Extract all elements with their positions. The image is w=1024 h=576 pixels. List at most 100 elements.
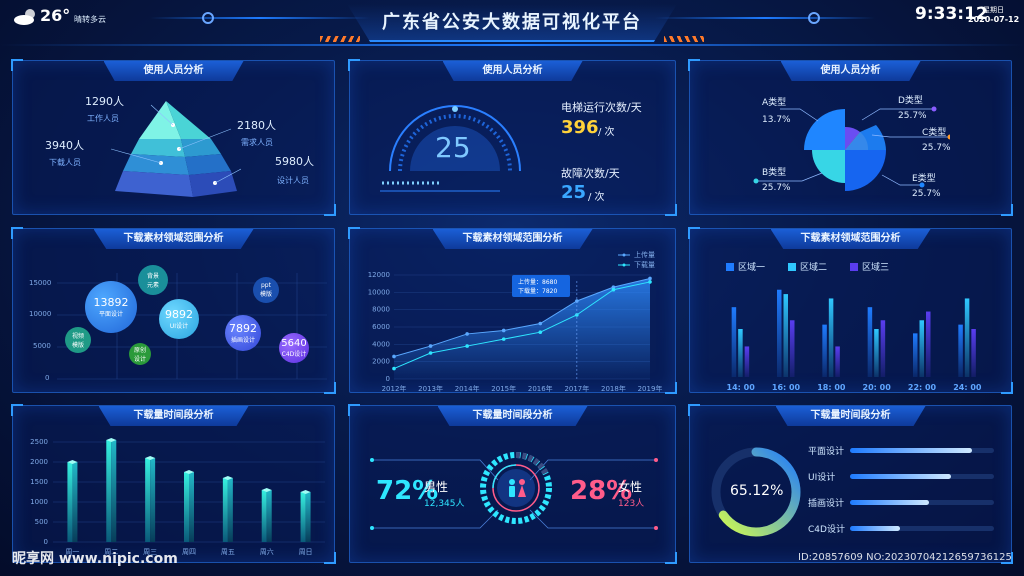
line-point[interactable] — [392, 366, 396, 371]
legend-label: 区域二 — [800, 261, 827, 273]
line-ytick-label: 12000 — [368, 271, 390, 279]
line-point[interactable] — [465, 332, 469, 336]
weekday-bar[interactable] — [300, 492, 306, 542]
pyramid-layer-3-side — [185, 154, 231, 175]
panel-title: 使用人员分析 — [442, 61, 583, 81]
panel-elevator-gauge: 使用人员分析 25 电梯运行次数/天 396 / 次 故障次数/天 25 / 次 — [348, 59, 677, 216]
weekday-ytick-label: 2000 — [30, 458, 48, 466]
weekday-bar[interactable] — [184, 472, 189, 542]
grouped-bar[interactable] — [874, 329, 879, 377]
line-point[interactable] — [501, 328, 506, 333]
grouped-bar[interactable] — [777, 289, 782, 377]
panel-title: 使用人员分析 — [103, 61, 244, 81]
panel-line-chart: 下载素材领域范围分析 0 2000 4000 6000 8000 10000 12000 20… — [348, 227, 677, 394]
pyramid-value-3: 3940人 — [45, 139, 84, 152]
pyramid-layer-1 — [139, 101, 181, 139]
weekday-bar-side — [72, 462, 78, 542]
bubble-background-elements[interactable]: 背景 元素 — [138, 265, 168, 295]
grouped-bar[interactable] — [783, 294, 789, 377]
weekday-bar[interactable] — [145, 458, 151, 542]
weekday-bar[interactable] — [261, 490, 267, 542]
grouped-bar[interactable] — [828, 298, 834, 377]
bubble-ytick: 15000 — [29, 279, 52, 287]
panel-progress: 下载量时间段分析 65.12% 平面设计 UI设计 插画设计 C4D设计 — [688, 404, 1013, 564]
grouped-bar[interactable] — [919, 320, 925, 377]
grouped-bar[interactable] — [958, 324, 963, 377]
pie-label-e: E类型 — [912, 174, 936, 184]
line-point[interactable] — [538, 330, 543, 334]
line-point[interactable] — [611, 287, 616, 292]
female-percent: 28% — [570, 476, 633, 506]
grouped-bar[interactable] — [744, 346, 750, 377]
panel-type-pie: 使用人员分析 A类型 13.7% D类型 25.7% C类型 25.7% B类型… — [688, 59, 1013, 216]
progress-label: C4D设计 — [808, 525, 845, 535]
bubble-ytick: 0 — [45, 374, 50, 382]
line-xtick-label: 2018年 — [601, 384, 626, 393]
header-stripes-left — [320, 36, 360, 42]
grouped-bar[interactable] — [835, 346, 840, 377]
male-count: 12,345人 — [424, 499, 465, 509]
line-point[interactable] — [501, 337, 506, 341]
clock-date: 2020-07-12 — [968, 15, 1020, 24]
legend-label: 上传量 — [634, 250, 655, 259]
bubble-graphic-design[interactable]: 13892 平面设计 — [85, 281, 137, 333]
bubble-video-template[interactable]: 视频 模版 — [65, 327, 91, 353]
weekday-bar-side — [111, 440, 117, 542]
page-title: 广东省公安大数据可视化平台 — [382, 12, 642, 33]
grouped-bar[interactable] — [926, 311, 931, 377]
grouped-bar[interactable] — [913, 333, 918, 377]
bubble-ppt-template[interactable]: ppt 模版 — [253, 277, 279, 303]
tooltip-text: 上传量：8680 — [518, 278, 557, 286]
bubble-ytick: 5000 — [33, 342, 51, 350]
line-point[interactable] — [648, 280, 652, 284]
grouped-bar[interactable] — [822, 324, 827, 377]
grouped-xtick-label: 16: 00 — [772, 383, 801, 392]
line-xtick-label: 2016年 — [528, 384, 553, 393]
pie-pct-a: 13.7% — [762, 115, 791, 125]
legend-marker — [622, 253, 626, 257]
pie-pct-b: 25.7% — [762, 183, 791, 193]
grouped-bar[interactable] — [738, 329, 743, 377]
bubble-illustration[interactable]: 7892 插画设计 — [225, 315, 261, 351]
panel-bubble-chart: 下载素材领域范围分析 15000 10000 5000 0 13892 平面设计… — [11, 227, 336, 394]
weekday-bar-cap — [300, 490, 311, 494]
weekday-bar-side — [189, 472, 194, 542]
line-point[interactable] — [428, 344, 433, 348]
line-ytick-label: 2000 — [372, 358, 390, 366]
line-point[interactable] — [648, 276, 652, 281]
grouped-bar[interactable] — [880, 320, 886, 377]
pyramid-layer-4 — [115, 171, 193, 197]
grouped-bar[interactable] — [867, 307, 873, 377]
header-line-left — [150, 17, 370, 19]
weekday-xtick-label: 周五 — [221, 548, 235, 556]
progress-fill — [850, 474, 951, 479]
bubble-original-design[interactable]: 原创 设计 — [129, 343, 151, 365]
bubble-value: 13892 — [93, 296, 129, 309]
bubble-value: 5640 — [281, 338, 307, 349]
weather-text: 晴转多云 — [74, 15, 106, 24]
weekday-bar[interactable] — [67, 462, 73, 542]
grouped-bar[interactable] — [971, 329, 976, 377]
clock-time: 9:33:12 — [915, 4, 988, 24]
grouped-bar[interactable] — [964, 298, 970, 377]
line-point[interactable] — [392, 354, 396, 359]
grouped-bar[interactable] — [790, 320, 795, 377]
line-point[interactable] — [465, 344, 469, 348]
line-ytick-label: 8000 — [372, 306, 390, 314]
progress-track — [850, 474, 994, 479]
bubble-ui-design[interactable]: 9892 UI设计 — [159, 299, 199, 339]
weekday-bar[interactable] — [222, 478, 228, 542]
grouped-xtick-label: 18: 00 — [817, 383, 846, 392]
line-point[interactable] — [428, 351, 433, 355]
grouped-bar[interactable] — [731, 307, 737, 377]
progress-fill — [850, 500, 930, 505]
bubble-c4d-design[interactable]: 5640 C4D设计 — [279, 333, 309, 363]
weekday-bar[interactable] — [106, 440, 112, 542]
pie-slice-d — [845, 126, 860, 150]
gauge-chart — [380, 105, 521, 192]
male-percent: 72% — [376, 476, 439, 506]
line-point[interactable] — [611, 285, 616, 289]
line-series — [393, 277, 651, 357]
bubble-value: 7892 — [229, 322, 257, 335]
line-point[interactable] — [538, 321, 543, 326]
